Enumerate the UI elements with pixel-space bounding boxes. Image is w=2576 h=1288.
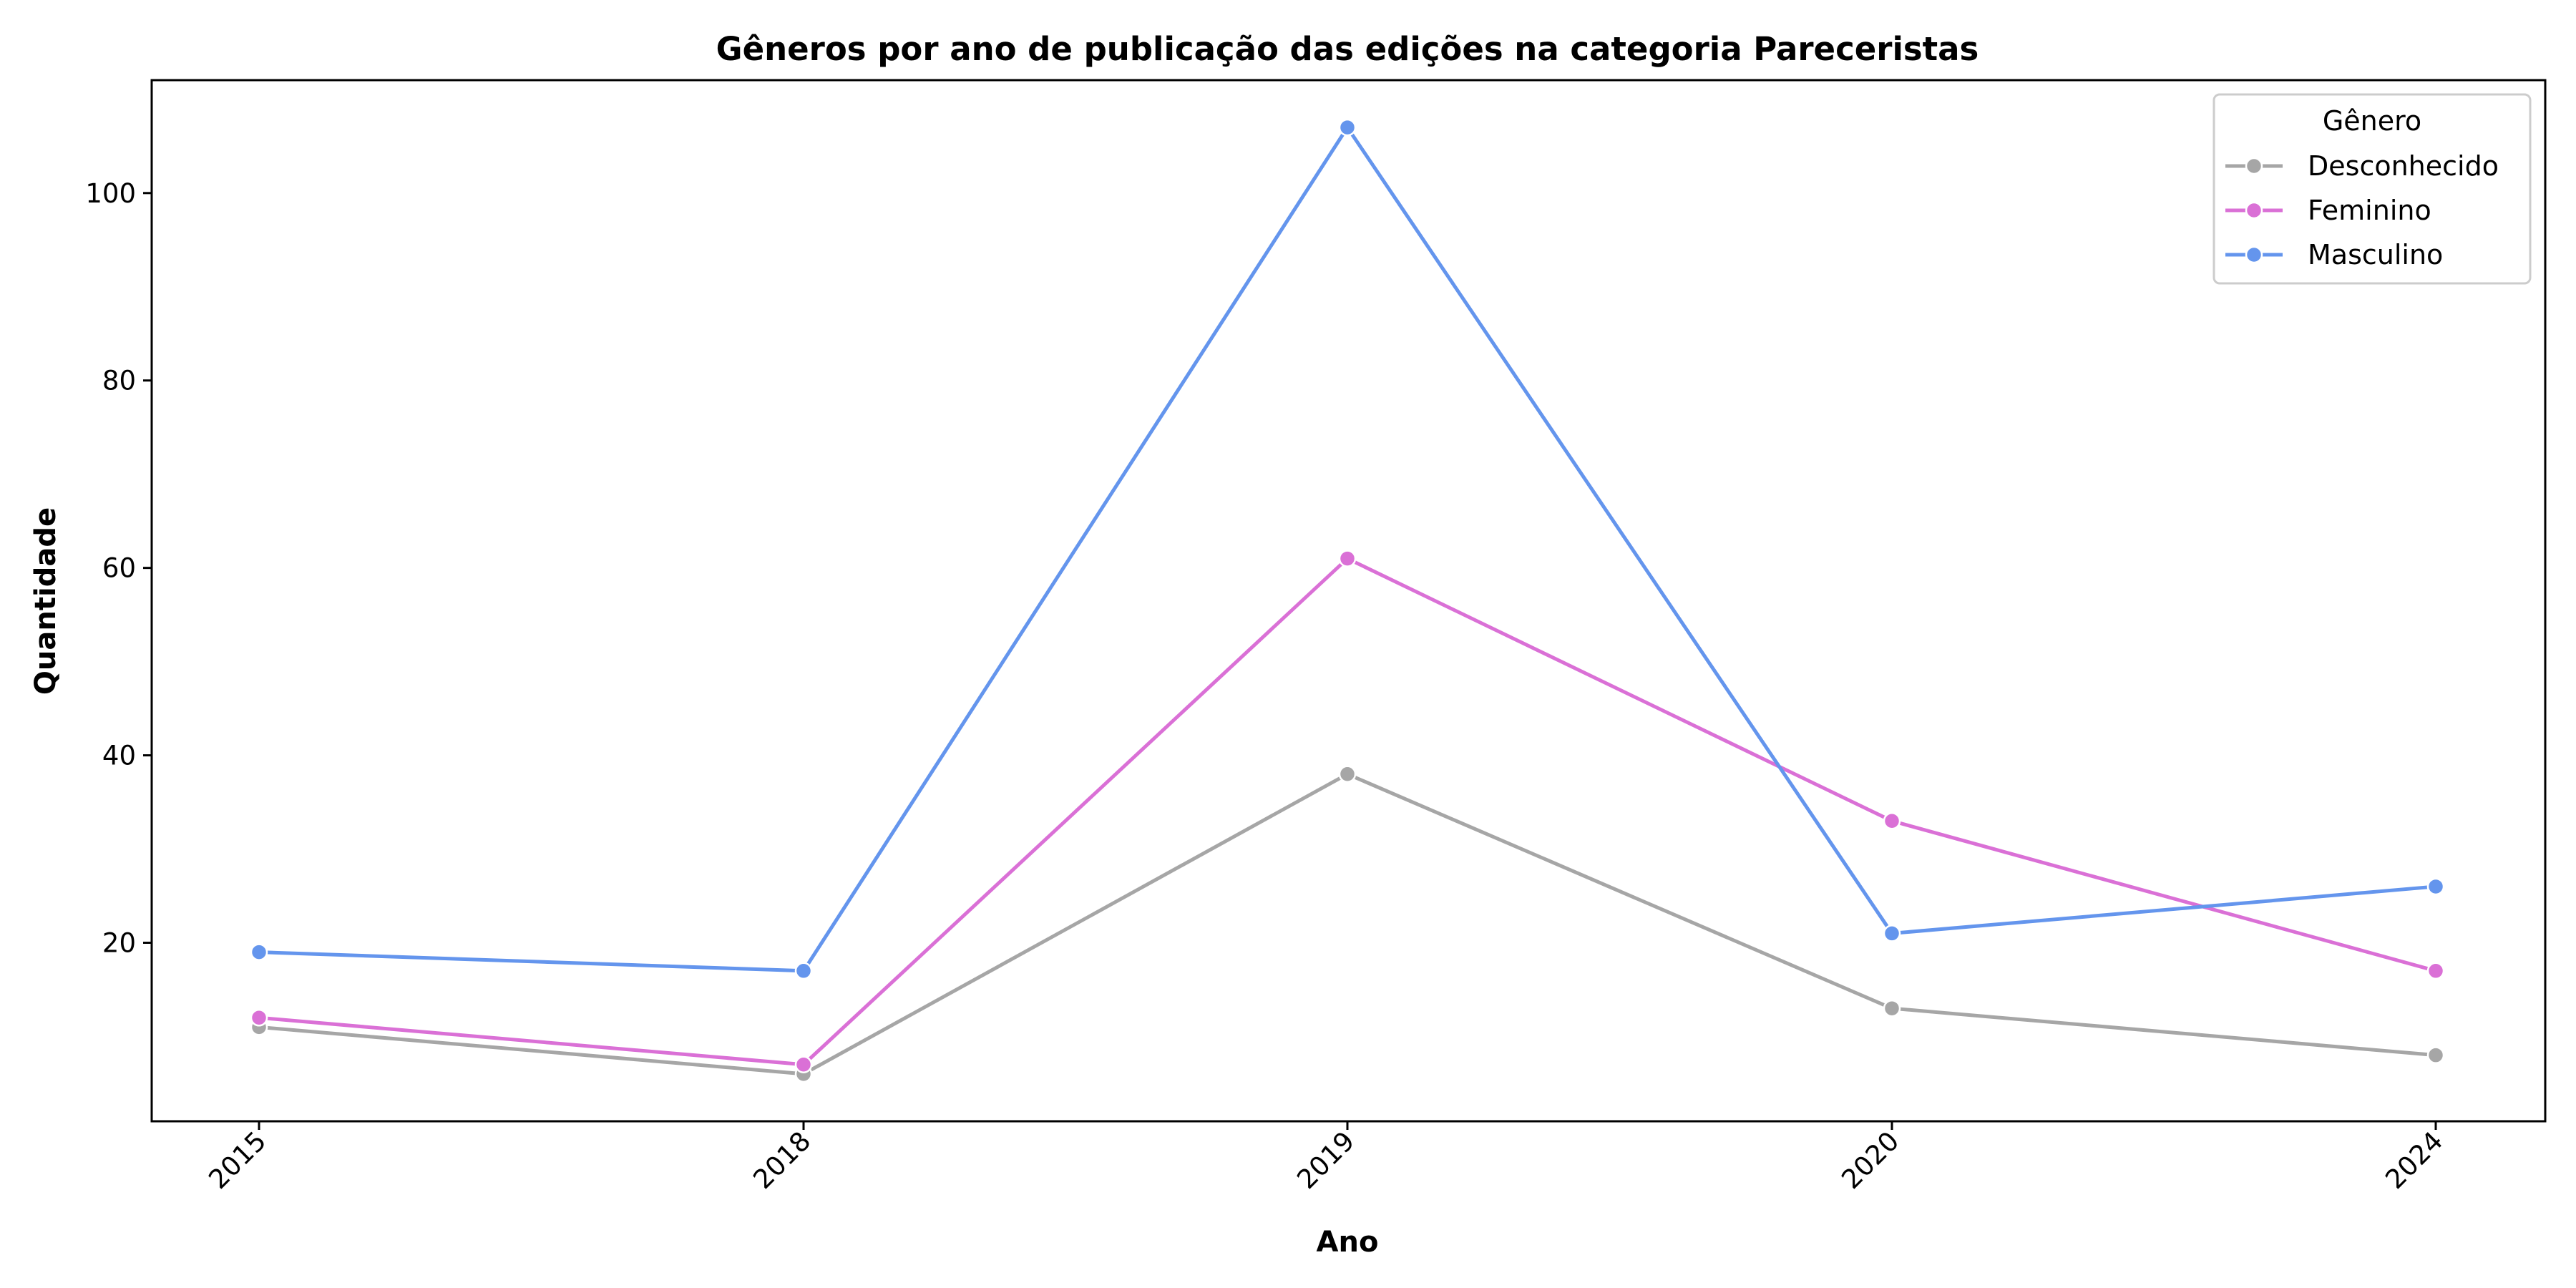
legend-marker-desconhecido: [2245, 157, 2263, 175]
legend-label-desconhecido: Desconhecido: [2308, 150, 2499, 182]
data-point-desconhecido: [2426, 1046, 2445, 1064]
data-point-feminino: [1883, 812, 1901, 830]
x-tick-label: 2024: [2379, 1126, 2449, 1195]
series-line-masculino: [257, 125, 2438, 973]
legend-marker-feminino: [2245, 201, 2263, 220]
data-point-masculino: [1883, 924, 1901, 942]
series-layer: [250, 118, 2445, 1083]
x-axis: 2015 2018 2019 2020 2024: [203, 1121, 2449, 1195]
plot-frame: [150, 79, 2547, 1123]
series-line-feminino: [257, 557, 2438, 1067]
x-tick-label: 2018: [747, 1126, 816, 1195]
data-point-desconhecido: [1338, 765, 1357, 784]
legend-box: [2212, 93, 2532, 285]
x-tick-label: 2020: [1835, 1126, 1905, 1195]
x-tick-label: 2019: [1291, 1126, 1360, 1195]
y-axis: 20 40 60 80 100: [85, 178, 152, 959]
y-axis-label: Quantidade: [29, 507, 62, 695]
y-tick-label: 80: [102, 366, 136, 396]
legend: Gênero Desconhecido Feminino Masculino: [2212, 93, 2532, 285]
data-point-desconhecido: [1883, 999, 1901, 1018]
data-point-feminino: [2426, 962, 2445, 980]
series-line-desconhecido: [257, 772, 2438, 1076]
data-point-masculino: [1338, 118, 1357, 137]
data-point-masculino: [794, 962, 813, 980]
legend-marker-masculino: [2245, 245, 2263, 264]
y-tick-label: 100: [85, 178, 136, 209]
data-point-masculino: [250, 943, 268, 961]
legend-label-masculino: Masculino: [2308, 239, 2443, 270]
x-axis-label: Ano: [1317, 1226, 1379, 1259]
y-tick-label: 20: [102, 928, 136, 959]
y-tick-label: 40: [102, 741, 136, 771]
data-point-feminino: [250, 1009, 268, 1027]
data-point-feminino: [794, 1055, 813, 1074]
legend-label-feminino: Feminino: [2308, 195, 2431, 226]
chart-title: Gêneros por ano de publicação das ediçõe…: [716, 30, 1979, 68]
legend-items: Desconhecido Feminino Masculino: [2225, 150, 2499, 270]
y-tick-label: 60: [102, 553, 136, 584]
data-point-feminino: [1338, 550, 1357, 567]
x-tick-label: 2015: [203, 1126, 272, 1195]
legend-title: Gênero: [2323, 105, 2421, 137]
data-point-masculino: [2426, 877, 2445, 896]
